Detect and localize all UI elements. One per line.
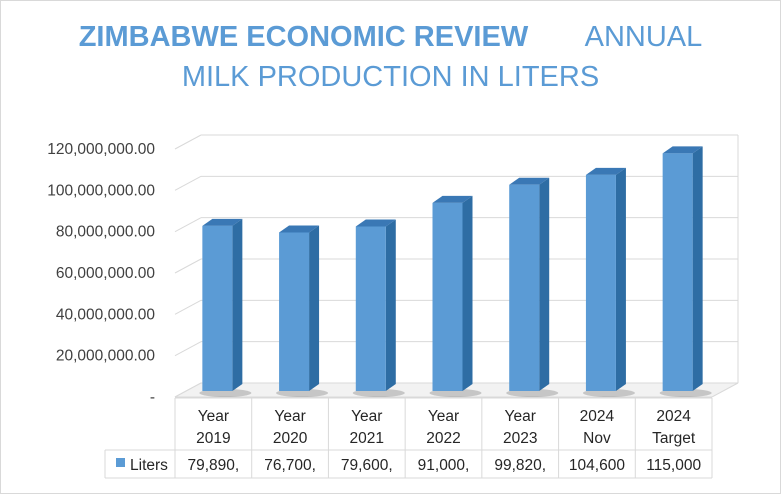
legend-label: Liters — [130, 457, 168, 474]
legend-swatch — [116, 458, 125, 467]
y-tick-label: - — [150, 389, 155, 406]
category-label: 2019 — [196, 430, 230, 447]
chart-title-annual: ANNUAL — [584, 21, 703, 53]
category-label: 2024 — [656, 408, 691, 425]
bar-top — [355, 219, 396, 227]
bar-side — [692, 146, 703, 391]
data-label: 79,890, — [187, 457, 239, 474]
gridline-side — [174, 299, 202, 315]
gridline-side — [174, 217, 202, 233]
category-label: Year — [351, 408, 382, 425]
y-tick-label: 100,000,000.00 — [47, 182, 155, 199]
category-label: Year — [274, 408, 305, 425]
bar-side — [309, 225, 320, 391]
bar — [202, 225, 233, 391]
bar — [509, 184, 540, 391]
y-tick-label: 20,000,000.00 — [56, 348, 156, 365]
data-label: 99,820, — [494, 457, 546, 474]
bar-top — [202, 218, 243, 226]
bar-top — [432, 195, 473, 203]
bar — [662, 153, 693, 391]
category-label: Year — [428, 408, 459, 425]
gridline-side — [174, 341, 202, 357]
category-label: Target — [652, 430, 696, 447]
bar-top — [662, 146, 703, 154]
bar-top — [509, 177, 550, 185]
category-label: Year — [198, 408, 229, 425]
bar-side — [615, 167, 626, 391]
chart-title-line2: MILK PRODUCTION IN LITERS — [181, 61, 600, 93]
category-label: 2022 — [426, 430, 460, 447]
bar — [279, 232, 310, 391]
category-label: 2024 — [580, 408, 615, 425]
y-tick-label: 120,000,000.00 — [47, 141, 155, 158]
data-label: 76,700, — [264, 457, 316, 474]
gridline-side — [174, 175, 202, 191]
category-label: 2023 — [503, 430, 537, 447]
data-label: 104,600 — [569, 457, 625, 474]
bar-top — [279, 225, 320, 233]
bar — [355, 226, 386, 391]
data-label: 115,000 — [646, 457, 701, 474]
category-label: 2021 — [350, 430, 384, 447]
data-label: 79,600, — [341, 457, 393, 474]
bar-side — [232, 218, 243, 391]
category-label: Nov — [583, 430, 611, 447]
category-label: Year — [505, 408, 536, 425]
y-tick-label: 60,000,000.00 — [56, 265, 156, 282]
y-tick-label: 80,000,000.00 — [56, 224, 156, 241]
category-label: 2020 — [273, 430, 308, 447]
y-tick-label: 40,000,000.00 — [56, 306, 156, 323]
data-label: 91,000, — [418, 457, 470, 474]
bar-side — [539, 177, 550, 391]
chart-title-line1: ZIMBABWE ECONOMIC REVIEW ANNUAL — [0, 18, 781, 56]
bar — [432, 202, 463, 391]
chart-title-main: ZIMBABWE ECONOMIC REVIEW — [78, 21, 529, 53]
gridline-side — [174, 258, 202, 274]
gridline-side — [174, 134, 202, 150]
bar-side — [385, 219, 396, 391]
bar — [585, 174, 616, 391]
bar-side — [462, 195, 473, 391]
bar-top — [585, 167, 626, 175]
